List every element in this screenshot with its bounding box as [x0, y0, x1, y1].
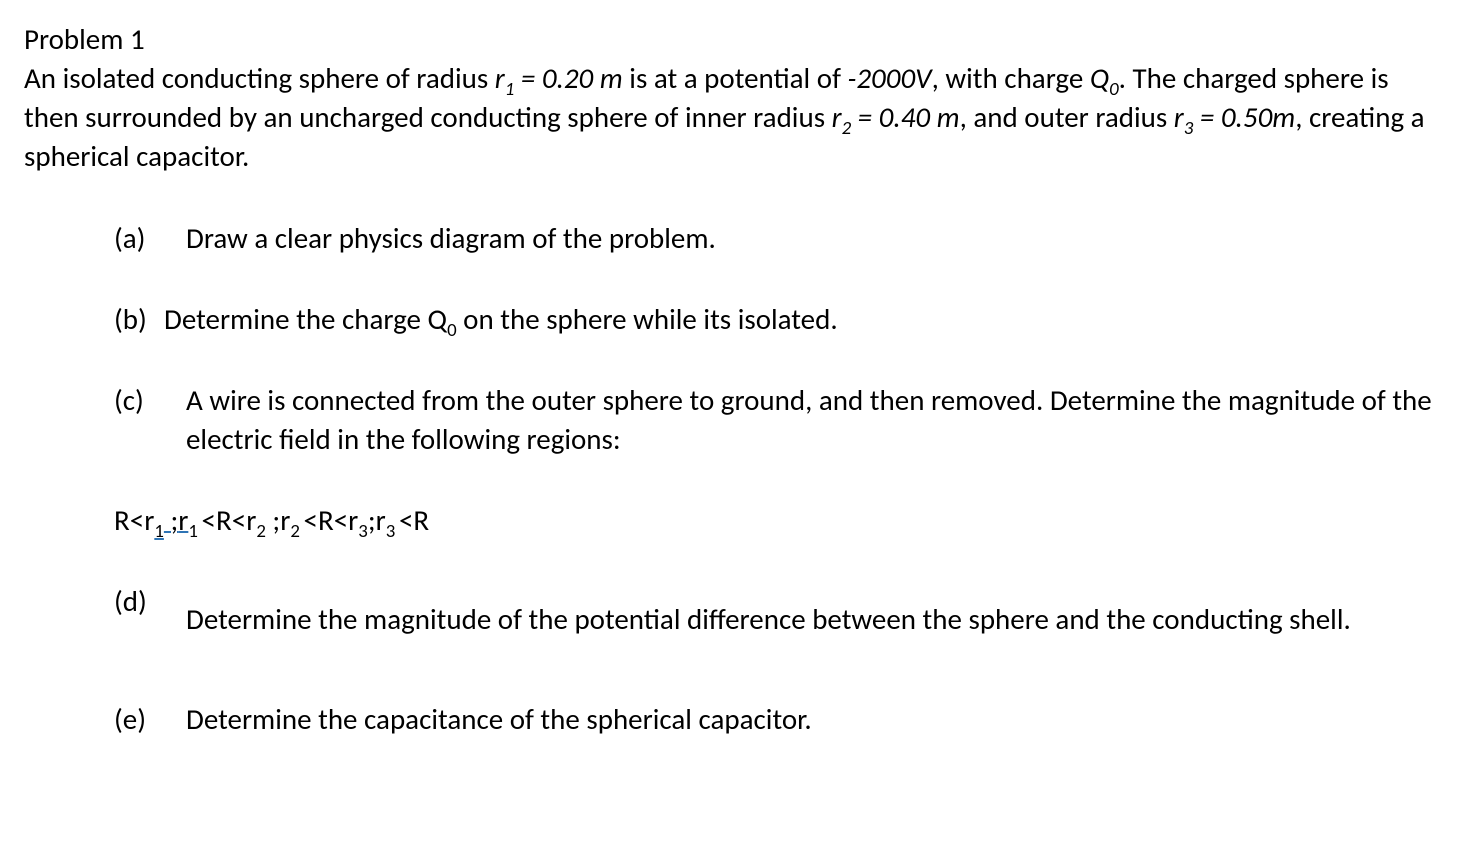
parts-list: (a) Draw a clear physics diagram of the … — [24, 219, 1440, 460]
reg-R4: R — [413, 502, 429, 538]
reg-r1-first: r1 — [144, 502, 164, 538]
reg-r2a: r — [246, 502, 256, 538]
part-b-post: on the sphere while its isolated. — [457, 301, 838, 337]
r2-var: r2 = 0.40 m — [832, 99, 960, 135]
q0-var: Q0 — [1090, 60, 1119, 96]
part-c-text: A wire is connected from the outer spher… — [186, 381, 1440, 459]
part-d-text: Determine the magnitude of the potential… — [186, 582, 1440, 657]
q-letter: Q — [1090, 60, 1109, 96]
problem-statement: An isolated conducting sphere of radius … — [24, 59, 1440, 176]
intro-seg5: , and outer radius — [960, 99, 1174, 135]
r3-var: r3 = 0.50m — [1174, 99, 1295, 135]
r3-letter: r — [1174, 99, 1184, 135]
reg-R1: R — [114, 502, 130, 538]
reg-semi1: ; — [164, 502, 178, 538]
part-e-label: (e) — [114, 700, 186, 739]
r2-eq: = 0.40 m — [851, 99, 959, 135]
reg-r1a-sub: 1 — [154, 520, 164, 543]
reg-lt6: < — [399, 502, 413, 538]
reg-lt5: < — [334, 502, 348, 538]
intro-seg3: , with charge — [932, 60, 1090, 96]
potential-value: -2000V — [847, 60, 931, 96]
reg-R2: R — [216, 502, 232, 538]
reg-r1b: r — [178, 502, 188, 538]
reg-lt3: < — [232, 502, 246, 538]
problem-intro: Problem 1 An isolated conducting sphere … — [24, 20, 1440, 177]
region-inequalities: R<r1 ;r1 <R<r2 ;r2 <R<r3;r3 <R — [24, 501, 1440, 540]
r3-sub: 3 — [1184, 117, 1194, 140]
part-b-pre: Determine the charge Q — [164, 301, 447, 337]
reg-r3a: r — [348, 502, 358, 538]
reg-lt1: < — [130, 502, 144, 538]
part-d-label: (d) — [114, 582, 186, 657]
intro-seg1: An isolated conducting sphere of radius — [24, 60, 495, 96]
r1-letter: r — [495, 60, 505, 96]
r1-eq: = 0.20 m — [514, 60, 622, 96]
r2-letter: r — [832, 99, 842, 135]
problem-title: Problem 1 — [24, 20, 1440, 59]
part-a: (a) Draw a clear physics diagram of the … — [114, 219, 1440, 258]
q-sub: 0 — [1109, 78, 1119, 101]
r1-var: r1 = 0.20 m — [495, 60, 623, 96]
reg-r3b-sub: 3 — [386, 520, 396, 543]
part-e: (e) Determine the capacitance of the sph… — [114, 700, 1440, 739]
reg-lt2: < — [202, 502, 216, 538]
reg-r1a: r — [144, 502, 154, 538]
r2-sub: 2 — [842, 117, 852, 140]
intro-seg2: is at a potential of — [623, 60, 848, 96]
part-a-label: (a) — [114, 219, 186, 258]
part-a-text: Draw a clear physics diagram of the prob… — [186, 219, 1440, 258]
r3-eq: = 0.50m — [1193, 99, 1295, 135]
reg-semi3: ; — [368, 502, 376, 538]
reg-r3a-sub: 3 — [358, 520, 368, 543]
reg-r2a-sub: 2 — [256, 520, 266, 543]
part-b-text: Determine the charge Q0 on the sphere wh… — [164, 300, 1440, 339]
reg-r3b: r — [376, 502, 386, 538]
reg-r2b: r — [280, 502, 290, 538]
reg-r2b-sub: 2 — [290, 520, 300, 543]
part-b: (b) Determine the charge Q0 on the spher… — [114, 300, 1440, 339]
part-b-sub: 0 — [447, 319, 457, 342]
reg-semi2: ; — [266, 502, 280, 538]
parts-list-continued: (d) Determine the magnitude of the poten… — [24, 582, 1440, 739]
reg-R3: R — [318, 502, 334, 538]
part-c-label: (c) — [114, 381, 186, 459]
part-e-text: Determine the capacitance of the spheric… — [186, 700, 1440, 739]
reg-lt4: < — [304, 502, 318, 538]
part-d: (d) Determine the magnitude of the poten… — [114, 582, 1440, 657]
r1-sub: 1 — [505, 78, 515, 101]
part-c: (c) A wire is connected from the outer s… — [114, 381, 1440, 459]
reg-r1b-sub: 1 — [188, 520, 198, 543]
part-b-label: (b) — [114, 300, 164, 339]
